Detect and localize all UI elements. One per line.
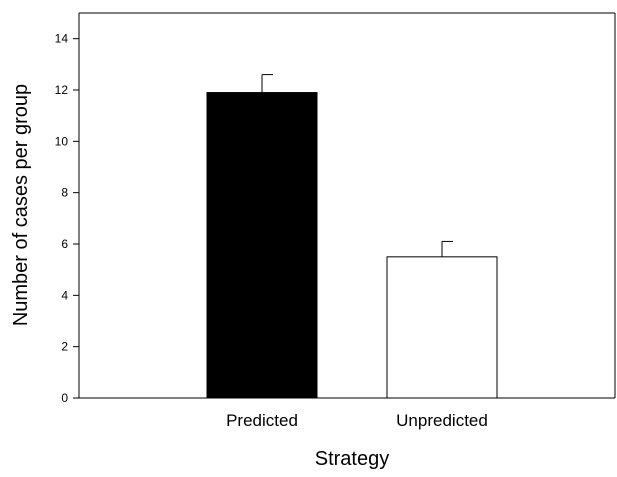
bar-predicted xyxy=(206,92,318,399)
x-tick-label: Unpredicted xyxy=(396,411,488,430)
y-tick-label: 10 xyxy=(55,134,69,148)
bar-unpredicted xyxy=(386,256,498,399)
bars xyxy=(206,92,498,399)
y-axis-ticks: 0 2 4 6 8 10 12 14 xyxy=(55,32,79,405)
y-tick-label: 0 xyxy=(61,391,68,405)
y-tick-label: 4 xyxy=(61,288,68,302)
y-tick-label: 14 xyxy=(55,32,69,46)
error-bars xyxy=(261,74,453,257)
x-tick-label: Predicted xyxy=(226,411,298,430)
y-tick-label: 8 xyxy=(61,186,68,200)
y-tick-label: 6 xyxy=(61,237,68,251)
y-tick-label: 2 xyxy=(61,340,68,354)
plot-frame xyxy=(78,12,616,399)
y-axis-title: Number of cases per group xyxy=(10,84,32,326)
x-axis-ticks: Predicted Unpredicted xyxy=(226,411,488,430)
x-axis-title: Strategy xyxy=(315,448,389,470)
y-tick-label: 12 xyxy=(55,83,69,97)
